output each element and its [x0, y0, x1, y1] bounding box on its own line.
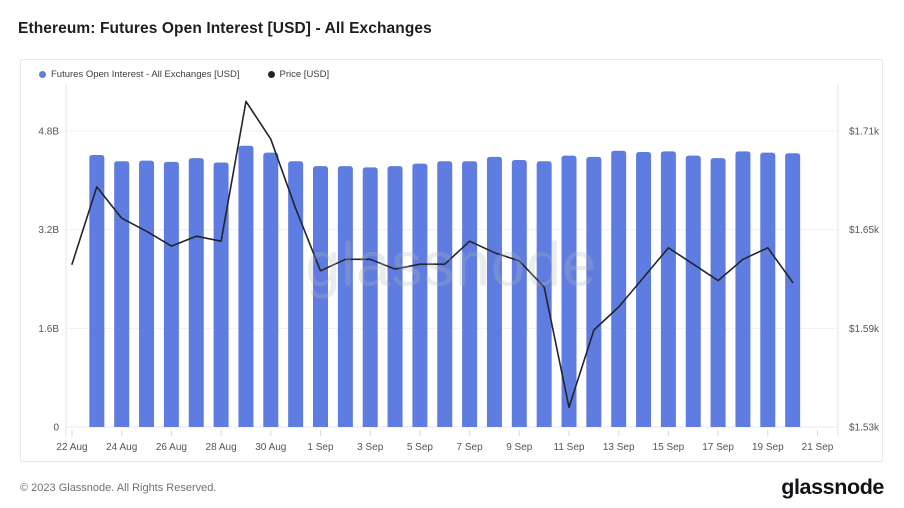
left-axis-tick-label: 4.8B	[38, 127, 59, 138]
x-axis-tick-label: 17 Sep	[702, 442, 734, 453]
open-interest-bar[interactable]	[785, 153, 801, 427]
x-axis-tick-label: 28 Aug	[206, 442, 237, 453]
right-axis-tick-label: $1.65k	[849, 225, 880, 236]
open-interest-bar[interactable]	[288, 161, 304, 427]
x-axis-tick-label: 1 Sep	[307, 442, 334, 453]
x-axis-tick-label: 22 Aug	[56, 442, 87, 453]
open-interest-bar[interactable]	[486, 156, 502, 427]
open-interest-bar[interactable]	[636, 151, 652, 427]
chart-card: Futures Open Interest - All Exchanges [U…	[20, 59, 883, 462]
copyright-text: © 2023 Glassnode. All Rights Reserved.	[20, 482, 217, 494]
right-axis-tick-label: $1.59k	[849, 324, 880, 335]
open-interest-bar[interactable]	[611, 150, 627, 427]
open-interest-bar[interactable]	[660, 151, 676, 427]
open-interest-bar[interactable]	[362, 167, 378, 427]
price-line[interactable]	[71, 100, 794, 409]
open-interest-bar[interactable]	[710, 158, 726, 427]
left-axis-tick-label: 0	[53, 423, 59, 434]
chart-legend: Futures Open Interest - All Exchanges [U…	[39, 69, 329, 80]
x-axis-tick-label: 21 Sep	[802, 442, 834, 453]
legend-label-open-interest: Futures Open Interest - All Exchanges [U…	[51, 69, 240, 80]
open-interest-bar[interactable]	[89, 155, 105, 428]
legend-item-price[interactable]: Price [USD]	[267, 69, 330, 80]
x-axis-tick-label: 26 Aug	[156, 442, 187, 453]
open-interest-bar[interactable]	[238, 145, 254, 428]
glassnode-logo: glassnode	[781, 475, 884, 499]
open-interest-bar[interactable]	[735, 151, 751, 427]
x-axis-tick-label: 11 Sep	[554, 442, 585, 453]
x-axis-tick-label: 24 Aug	[106, 442, 137, 453]
open-interest-bar[interactable]	[139, 160, 155, 427]
open-interest-bar[interactable]	[114, 161, 130, 427]
open-interest-bar[interactable]	[586, 156, 602, 427]
open-interest-bar[interactable]	[760, 152, 776, 427]
open-interest-bar[interactable]	[685, 155, 701, 427]
right-axis-tick-label: $1.71k	[849, 127, 880, 138]
open-interest-dot-icon	[39, 71, 46, 78]
x-axis-tick-label: 7 Sep	[457, 442, 484, 453]
open-interest-bar[interactable]	[213, 162, 229, 427]
x-axis-tick-label: 15 Sep	[653, 442, 685, 453]
left-axis-tick-label: 3.2B	[38, 225, 59, 236]
open-interest-bar[interactable]	[337, 166, 353, 427]
x-axis-tick-label: 9 Sep	[506, 442, 533, 453]
open-interest-bar[interactable]	[163, 161, 179, 427]
page-title: Ethereum: Futures Open Interest [USD] - …	[18, 20, 432, 37]
open-interest-bar[interactable]	[313, 166, 328, 427]
open-interest-bar[interactable]	[536, 161, 552, 427]
open-interest-bar[interactable]	[511, 159, 527, 427]
legend-item-open-interest[interactable]: Futures Open Interest - All Exchanges [U…	[39, 69, 240, 80]
x-axis-tick-label: 5 Sep	[407, 442, 434, 453]
open-interest-bar[interactable]	[462, 161, 478, 427]
open-interest-bar[interactable]	[188, 158, 204, 427]
chart-plot-area[interactable]: 0 $1.53k 1.6B $1.59k 3.2B $1.65k 4.8B $1.71k 22 …	[21, 60, 884, 463]
open-interest-bar[interactable]	[561, 155, 577, 427]
x-axis-tick-label: 13 Sep	[603, 442, 635, 453]
open-interest-bar[interactable]	[412, 163, 428, 427]
price-dot-icon	[267, 71, 275, 78]
right-axis-tick-label: $1.53k	[849, 423, 880, 434]
x-axis-tick-label: 30 Aug	[255, 442, 286, 453]
legend-label-price: Price [USD]	[279, 69, 330, 80]
open-interest-bar[interactable]	[387, 166, 403, 427]
open-interest-bar[interactable]	[437, 161, 453, 427]
x-axis-tick-label: 3 Sep	[357, 442, 384, 453]
left-axis-tick-label: 1.6B	[38, 324, 59, 335]
x-axis-tick-label: 19 Sep	[752, 442, 784, 453]
open-interest-bar[interactable]	[263, 152, 279, 427]
